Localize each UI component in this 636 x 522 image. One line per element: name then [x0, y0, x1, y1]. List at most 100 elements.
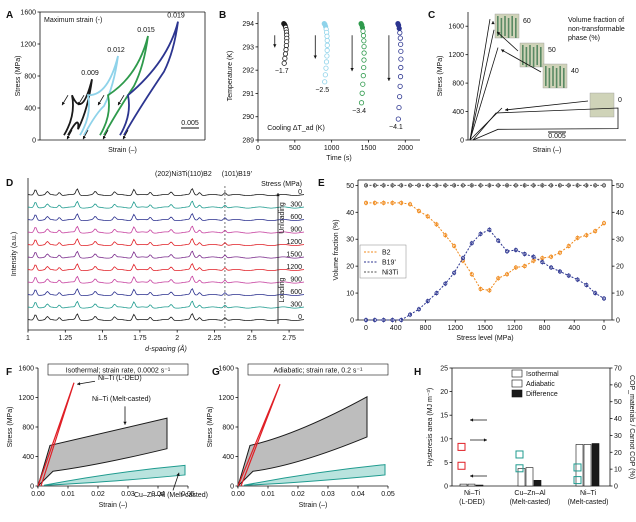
x-tick-label: 1500: [477, 325, 493, 332]
title-box: [47, 363, 189, 376]
x-tick-label: 0.05: [381, 491, 395, 498]
arrow-head: [483, 438, 487, 442]
bar-Isothermal: [459, 483, 468, 487]
category-label: Ni–Ti: [464, 490, 481, 497]
x-tick-label: 1500: [361, 145, 377, 152]
pattern-600: [27, 288, 305, 296]
stress-level-label: 900: [290, 277, 302, 284]
microstructure-phase: [548, 68, 551, 88]
arrow-head: [313, 55, 317, 59]
delta-t-label: −4.1: [389, 124, 403, 131]
cop-marker: [457, 442, 466, 451]
x-tick-label: 0.02: [291, 491, 305, 498]
y-tick-label: 20: [346, 264, 354, 271]
curve-40: [469, 47, 499, 141]
y-axis-label: Intensity (a.u.): [11, 232, 18, 276]
panel-e: E 0 10 20 30 40 50 0 10 20 30 40 50 Volume fraction (…: [318, 178, 624, 342]
y-tick-label: 800: [222, 425, 234, 432]
data-point: [283, 47, 289, 53]
hysteresis-Cu–Zn–Al (Melt-casted): [243, 464, 386, 486]
delta-t-label: −3.4: [352, 108, 366, 115]
data-point: [359, 90, 365, 96]
x-tick-label: 0: [602, 325, 606, 332]
arrow-head: [123, 135, 126, 140]
x-axis-label: Strain (–): [99, 502, 128, 509]
y2-tick-label: 20: [614, 450, 622, 457]
loading-label: Loading: [279, 277, 286, 302]
y2-tick-label: 10: [616, 291, 624, 298]
data-point: [397, 83, 403, 89]
legend-swatch: [511, 379, 523, 388]
loop-0.009: [63, 78, 93, 136]
panel-g: G 0 400 800 1200 1600 0.00 0.01 0.02 0.03 0.04 0.05…: [207, 363, 395, 509]
microstructure-image: [589, 92, 615, 118]
delta-t-label: −1.7: [275, 68, 289, 75]
data-point: [323, 65, 329, 71]
y2-tick-label: 0: [614, 484, 618, 491]
bar-Difference: [591, 443, 600, 487]
arrow-head: [83, 135, 86, 140]
y-tick-label: 292: [242, 68, 254, 75]
microstructure-phase: [559, 66, 561, 86]
y-tick-label: 800: [452, 81, 464, 88]
hysteresis-Ni–Ti (Melt-casted): [236, 395, 368, 488]
y-tick-label: 40: [346, 210, 354, 217]
y-tick-label: 0: [32, 138, 36, 145]
x-tick-label: 0: [364, 325, 368, 332]
x-tick-label: 0.01: [261, 491, 275, 498]
x-axis-label: Strain (–): [108, 147, 137, 154]
y-tick-label: 1200: [218, 395, 234, 402]
y-tick-label: 291: [242, 91, 254, 98]
y-tick-label: 15: [440, 413, 448, 420]
y-axis-label: Volume fraction (%): [333, 219, 340, 280]
bar-Isothermal: [575, 444, 584, 487]
pattern-1500: [27, 250, 305, 259]
arrow-shaft: [500, 49, 542, 73]
data-point: [324, 33, 330, 39]
cop-marker: [457, 461, 466, 470]
loop-0.012: [79, 55, 119, 136]
series-B2: [366, 202, 605, 291]
x-tick-label: 1000: [324, 145, 340, 152]
y-tick-label: 0: [230, 484, 234, 491]
hysteresis-Cu–Zn–Al (Melt-casted): [43, 464, 186, 486]
loop-label: 0.019: [167, 13, 185, 20]
data-point: [398, 56, 404, 62]
y-tick-label: 1600: [448, 24, 464, 31]
loop-0.019: [119, 21, 179, 136]
x-tick-label: 2.25: [208, 335, 222, 342]
x-tick-label: 1200: [447, 325, 463, 332]
x-axis-label: d-spacing (Å): [145, 344, 187, 353]
y-tick-label: 25: [440, 366, 448, 373]
arrow-head: [470, 418, 474, 422]
y2-axis-label: COP_materials / Carnot COP (%): [628, 375, 635, 479]
stress-level-label: 300: [290, 202, 302, 209]
y-tick-label: 50: [346, 183, 354, 190]
y-axis-label: Temperature (K): [227, 51, 234, 102]
data-point: [324, 47, 330, 53]
arrow-head: [176, 472, 180, 477]
bar-Adiabatic: [583, 444, 592, 487]
fraction-label: 40: [571, 68, 579, 75]
y2-tick-label: 30: [616, 237, 624, 244]
y2-tick-label: 40: [616, 210, 624, 217]
data-point: [360, 28, 366, 34]
bar-Difference: [533, 480, 542, 487]
y-axis-label: Stress (MPa): [15, 56, 22, 97]
legend-box: [359, 244, 407, 279]
data-point: [282, 55, 288, 62]
arrow-shaft: [496, 31, 519, 52]
unloading-label: Unloading: [279, 202, 286, 234]
legend-title: phase (%): [568, 35, 600, 42]
y-tick-label: 400: [22, 454, 34, 461]
category-label: Cu–Zn–Al: [514, 490, 546, 497]
data-point: [398, 41, 404, 47]
curve-hysteresis-0: [472, 107, 619, 141]
panel-letter: F: [6, 367, 12, 378]
data-point: [324, 37, 330, 44]
arrow-head: [123, 421, 127, 425]
pattern-0: [27, 313, 305, 321]
microstructure-phase: [529, 45, 531, 65]
loop-label: 0.009: [81, 70, 99, 77]
x-tick-label: 1.25: [58, 335, 72, 342]
